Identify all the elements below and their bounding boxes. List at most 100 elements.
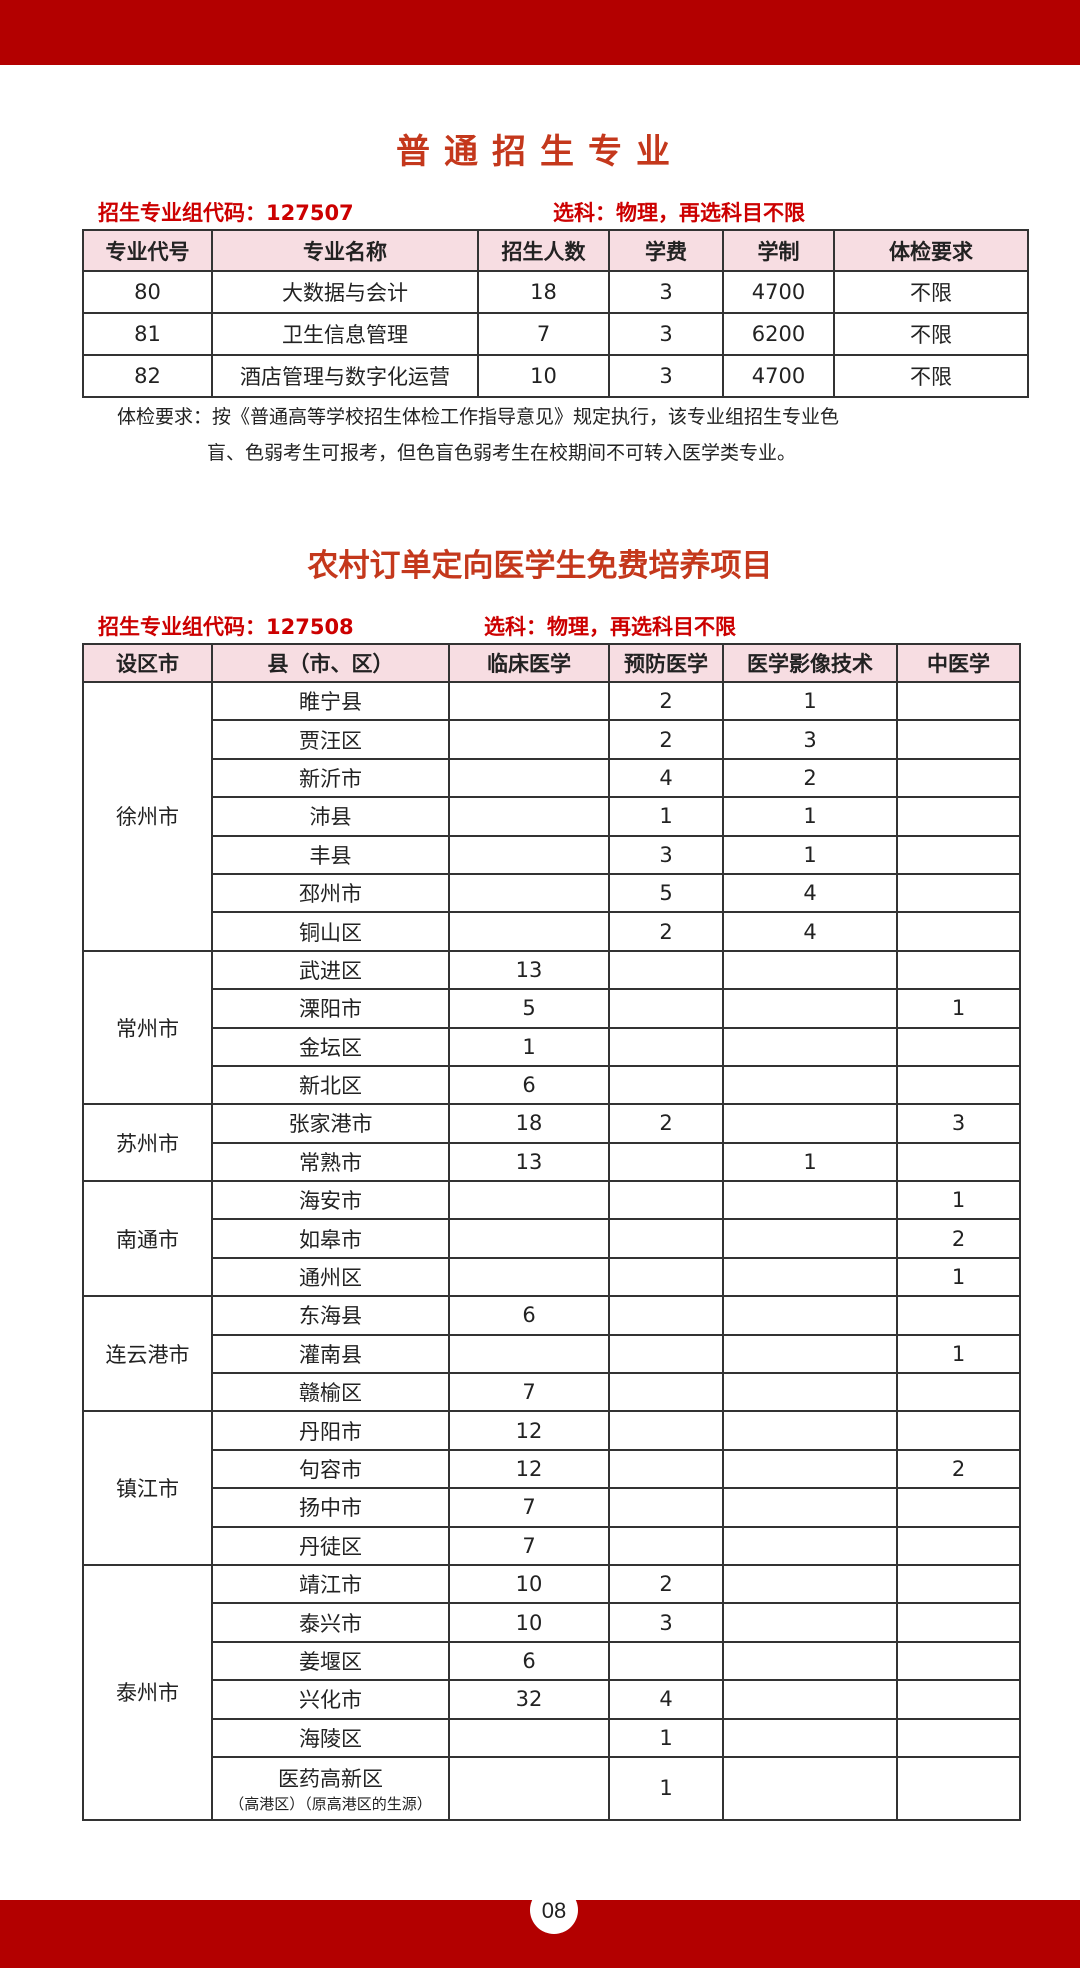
table-row: 泰州市 靖江市 10 2 — [82, 1563, 1021, 1821]
quota-cell — [896, 1525, 1021, 1566]
quota-cell: 3 — [608, 1602, 724, 1643]
column-header: 招生人数 — [477, 229, 610, 272]
quota-cell — [722, 988, 898, 1029]
quota-cell — [896, 949, 1021, 991]
quota-cell: 2 — [608, 680, 724, 722]
city-cell: 常州市 — [82, 949, 213, 1106]
table-row: 句容市 12 2 — [83, 1448, 1021, 1490]
column-header: 体检要求 — [833, 229, 1029, 272]
quota-cell — [896, 1410, 1021, 1451]
quota-cell — [896, 1563, 1021, 1605]
section1-note-line1: 体检要求：按《普通高等学校招生体检工作指导意见》规定执行，该专业组招生专业色 — [117, 406, 840, 428]
column-header: 专业代号 — [82, 229, 213, 272]
quota-cell — [896, 834, 1021, 875]
quota-cell: 1 — [608, 796, 724, 837]
table-cell: 卫生信息管理 — [211, 312, 479, 356]
quota-cell — [896, 1064, 1021, 1106]
quota-cell: 2 — [722, 757, 898, 799]
quota-cell: 1 — [448, 1026, 610, 1067]
quota-cell — [722, 1679, 898, 1720]
quota-cell — [608, 949, 724, 991]
quota-cell: 13 — [448, 949, 610, 991]
table-cell: 3 — [608, 270, 724, 314]
quota-cell: 12 — [448, 1448, 610, 1490]
county-cell: 溧阳市 — [211, 988, 450, 1029]
county-cell: 赣榆区 — [211, 1372, 450, 1413]
column-header: 中医学 — [896, 643, 1021, 683]
quota-cell — [608, 988, 724, 1029]
column-header: 医学影像技术 — [722, 643, 898, 683]
table-row: 贾汪区 2 3 — [83, 719, 1021, 760]
quota-cell: 13 — [448, 1141, 610, 1183]
city-cell: 连云港市 — [82, 1295, 213, 1413]
quota-cell — [608, 1180, 724, 1221]
table-cell: 7 — [477, 312, 610, 356]
table-row: 常熟市 13 1 — [83, 1141, 1021, 1183]
table-row: 新沂市 4 2 — [83, 757, 1021, 799]
quota-cell — [722, 1372, 898, 1413]
county-name: 医药高新区 — [278, 1766, 383, 1791]
city-cell: 镇江市 — [82, 1410, 213, 1566]
quota-cell — [608, 1333, 724, 1375]
table-row: 金坛区 1 — [83, 1026, 1021, 1067]
rural-medical-table: 设区市 县（市、区） 临床医学 预防医学 医学影像技术 中医学 徐州市 睢宁县 2 1 贾汪区 2 3… — [82, 643, 1021, 1821]
quota-cell — [608, 1141, 724, 1183]
county-cell: 如皋市 — [211, 1218, 450, 1259]
quota-cell — [896, 1717, 1021, 1758]
quota-cell: 1 — [722, 1141, 898, 1183]
county-cell: 铜山区 — [211, 911, 450, 952]
quota-cell — [896, 1755, 1021, 1821]
county-cell: 睢宁县 — [211, 680, 450, 722]
quota-cell — [448, 872, 610, 914]
quota-cell: 3 — [608, 834, 724, 875]
quota-cell — [608, 1372, 724, 1413]
quota-cell — [448, 1333, 610, 1375]
table-row: 新北区 6 — [83, 1064, 1021, 1106]
table-row: 通州区 1 — [83, 1256, 1021, 1298]
section2-title: 农村订单定向医学生免费培养项目 — [307, 548, 773, 584]
table-row: 镇江市 丹阳市 12 — [82, 1410, 1021, 1566]
quota-cell — [608, 1640, 724, 1682]
section1-group-code: 招生专业组代码：127507 — [98, 201, 354, 225]
quota-cell — [608, 1487, 724, 1528]
city-cell: 南通市 — [82, 1180, 213, 1298]
table-cell: 18 — [477, 270, 610, 314]
column-header: 设区市 — [82, 643, 213, 683]
table-row: 常州市 武进区 13 — [82, 949, 1021, 1106]
quota-cell: 6 — [448, 1064, 610, 1106]
column-header: 专业名称 — [211, 229, 479, 272]
table-row: 苏州市 张家港市 18 2 3 — [82, 1103, 1021, 1183]
table-cell: 82 — [82, 354, 213, 398]
quota-cell — [722, 1410, 898, 1451]
table-row: 铜山区 2 4 — [83, 911, 1021, 952]
table-cell: 6200 — [722, 312, 835, 356]
quota-cell — [896, 1295, 1021, 1336]
quota-cell — [896, 1026, 1021, 1067]
table-row: 丰县 3 1 — [83, 834, 1021, 875]
county-cell: 兴化市 — [211, 1679, 450, 1720]
quota-cell: 5 — [608, 872, 724, 914]
quota-cell: 12 — [448, 1410, 610, 1451]
quota-cell: 2 — [608, 1563, 724, 1605]
county-cell: 灌南县 — [211, 1333, 450, 1375]
county-cell: 靖江市 — [211, 1563, 450, 1605]
county-cell: 邳州市 — [211, 872, 450, 914]
county-subnote: （高港区）（原高港区的生源） — [229, 1794, 432, 1813]
table-row: 灌南县 1 — [83, 1333, 1021, 1375]
county-cell: 新沂市 — [211, 757, 450, 799]
section1-subjects: 选科：物理，再选科目不限 — [553, 201, 805, 225]
county-cell: 海陵区 — [211, 1717, 450, 1758]
quota-cell: 6 — [448, 1295, 610, 1336]
table-row: 连云港市 东海县 6 — [82, 1295, 1021, 1413]
column-header: 学制 — [722, 229, 835, 272]
county-cell: 东海县 — [211, 1295, 450, 1336]
quota-cell — [448, 1755, 610, 1821]
table-row: 81 卫生信息管理 7 3 6200 不限 — [82, 312, 1029, 356]
county-cell: 扬中市 — [211, 1487, 450, 1528]
quota-cell — [448, 680, 610, 722]
county-cell: 丹徒区 — [211, 1525, 450, 1566]
county-cell: 泰兴市 — [211, 1602, 450, 1643]
quota-cell — [896, 796, 1021, 837]
county-cell: 医药高新区 （高港区）（原高港区的生源） — [211, 1755, 450, 1821]
quota-cell — [608, 1218, 724, 1259]
